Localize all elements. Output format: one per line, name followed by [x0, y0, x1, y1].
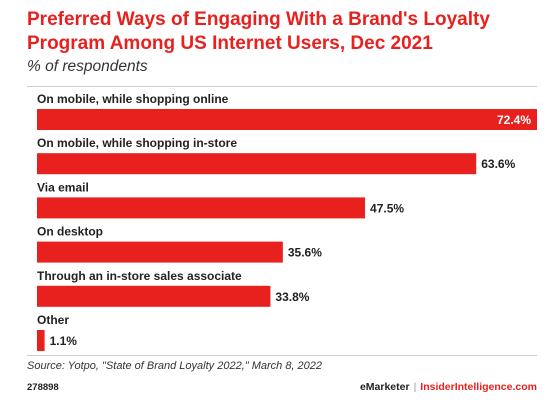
chart-id: 278898	[27, 382, 59, 393]
category-label: On mobile, while shopping online	[37, 92, 229, 106]
value-label: 63.6%	[481, 157, 515, 171]
category-label: Via email	[37, 180, 89, 194]
value-label: 72.4%	[497, 113, 531, 127]
category-label: On desktop	[37, 225, 103, 239]
brand-footer: eMarketer | InsiderIntelligence.com	[360, 381, 537, 393]
bar	[37, 241, 283, 263]
bar-chart: On mobile, while shopping online 72.4% On …	[37, 92, 537, 351]
chart-subtitle: % of respondents	[27, 58, 148, 75]
bottom-divider	[27, 355, 537, 356]
bar	[37, 153, 477, 175]
brand-secondary: InsiderIntelligence.com	[420, 381, 537, 393]
top-divider	[27, 86, 537, 87]
source-note: Source: Yotpo, "State of Brand Loyalty 2…	[27, 360, 323, 372]
bar	[37, 330, 45, 351]
brand-primary: eMarketer	[359, 381, 410, 393]
value-label: 47.5%	[370, 201, 404, 215]
bar	[37, 285, 271, 307]
category-label: Other	[37, 313, 69, 327]
bar	[37, 109, 537, 130]
category-label: On mobile, while shopping in-store	[37, 136, 237, 150]
brand-separator: |	[413, 381, 417, 393]
value-label: 33.8%	[275, 290, 309, 304]
category-label: Through an in-store sales associate	[37, 269, 242, 283]
value-label: 1.1%	[50, 334, 78, 348]
bar	[37, 197, 366, 219]
chart-title: Preferred Ways of Engaging With a Brand'…	[27, 9, 490, 54]
value-label: 35.6%	[288, 246, 322, 260]
